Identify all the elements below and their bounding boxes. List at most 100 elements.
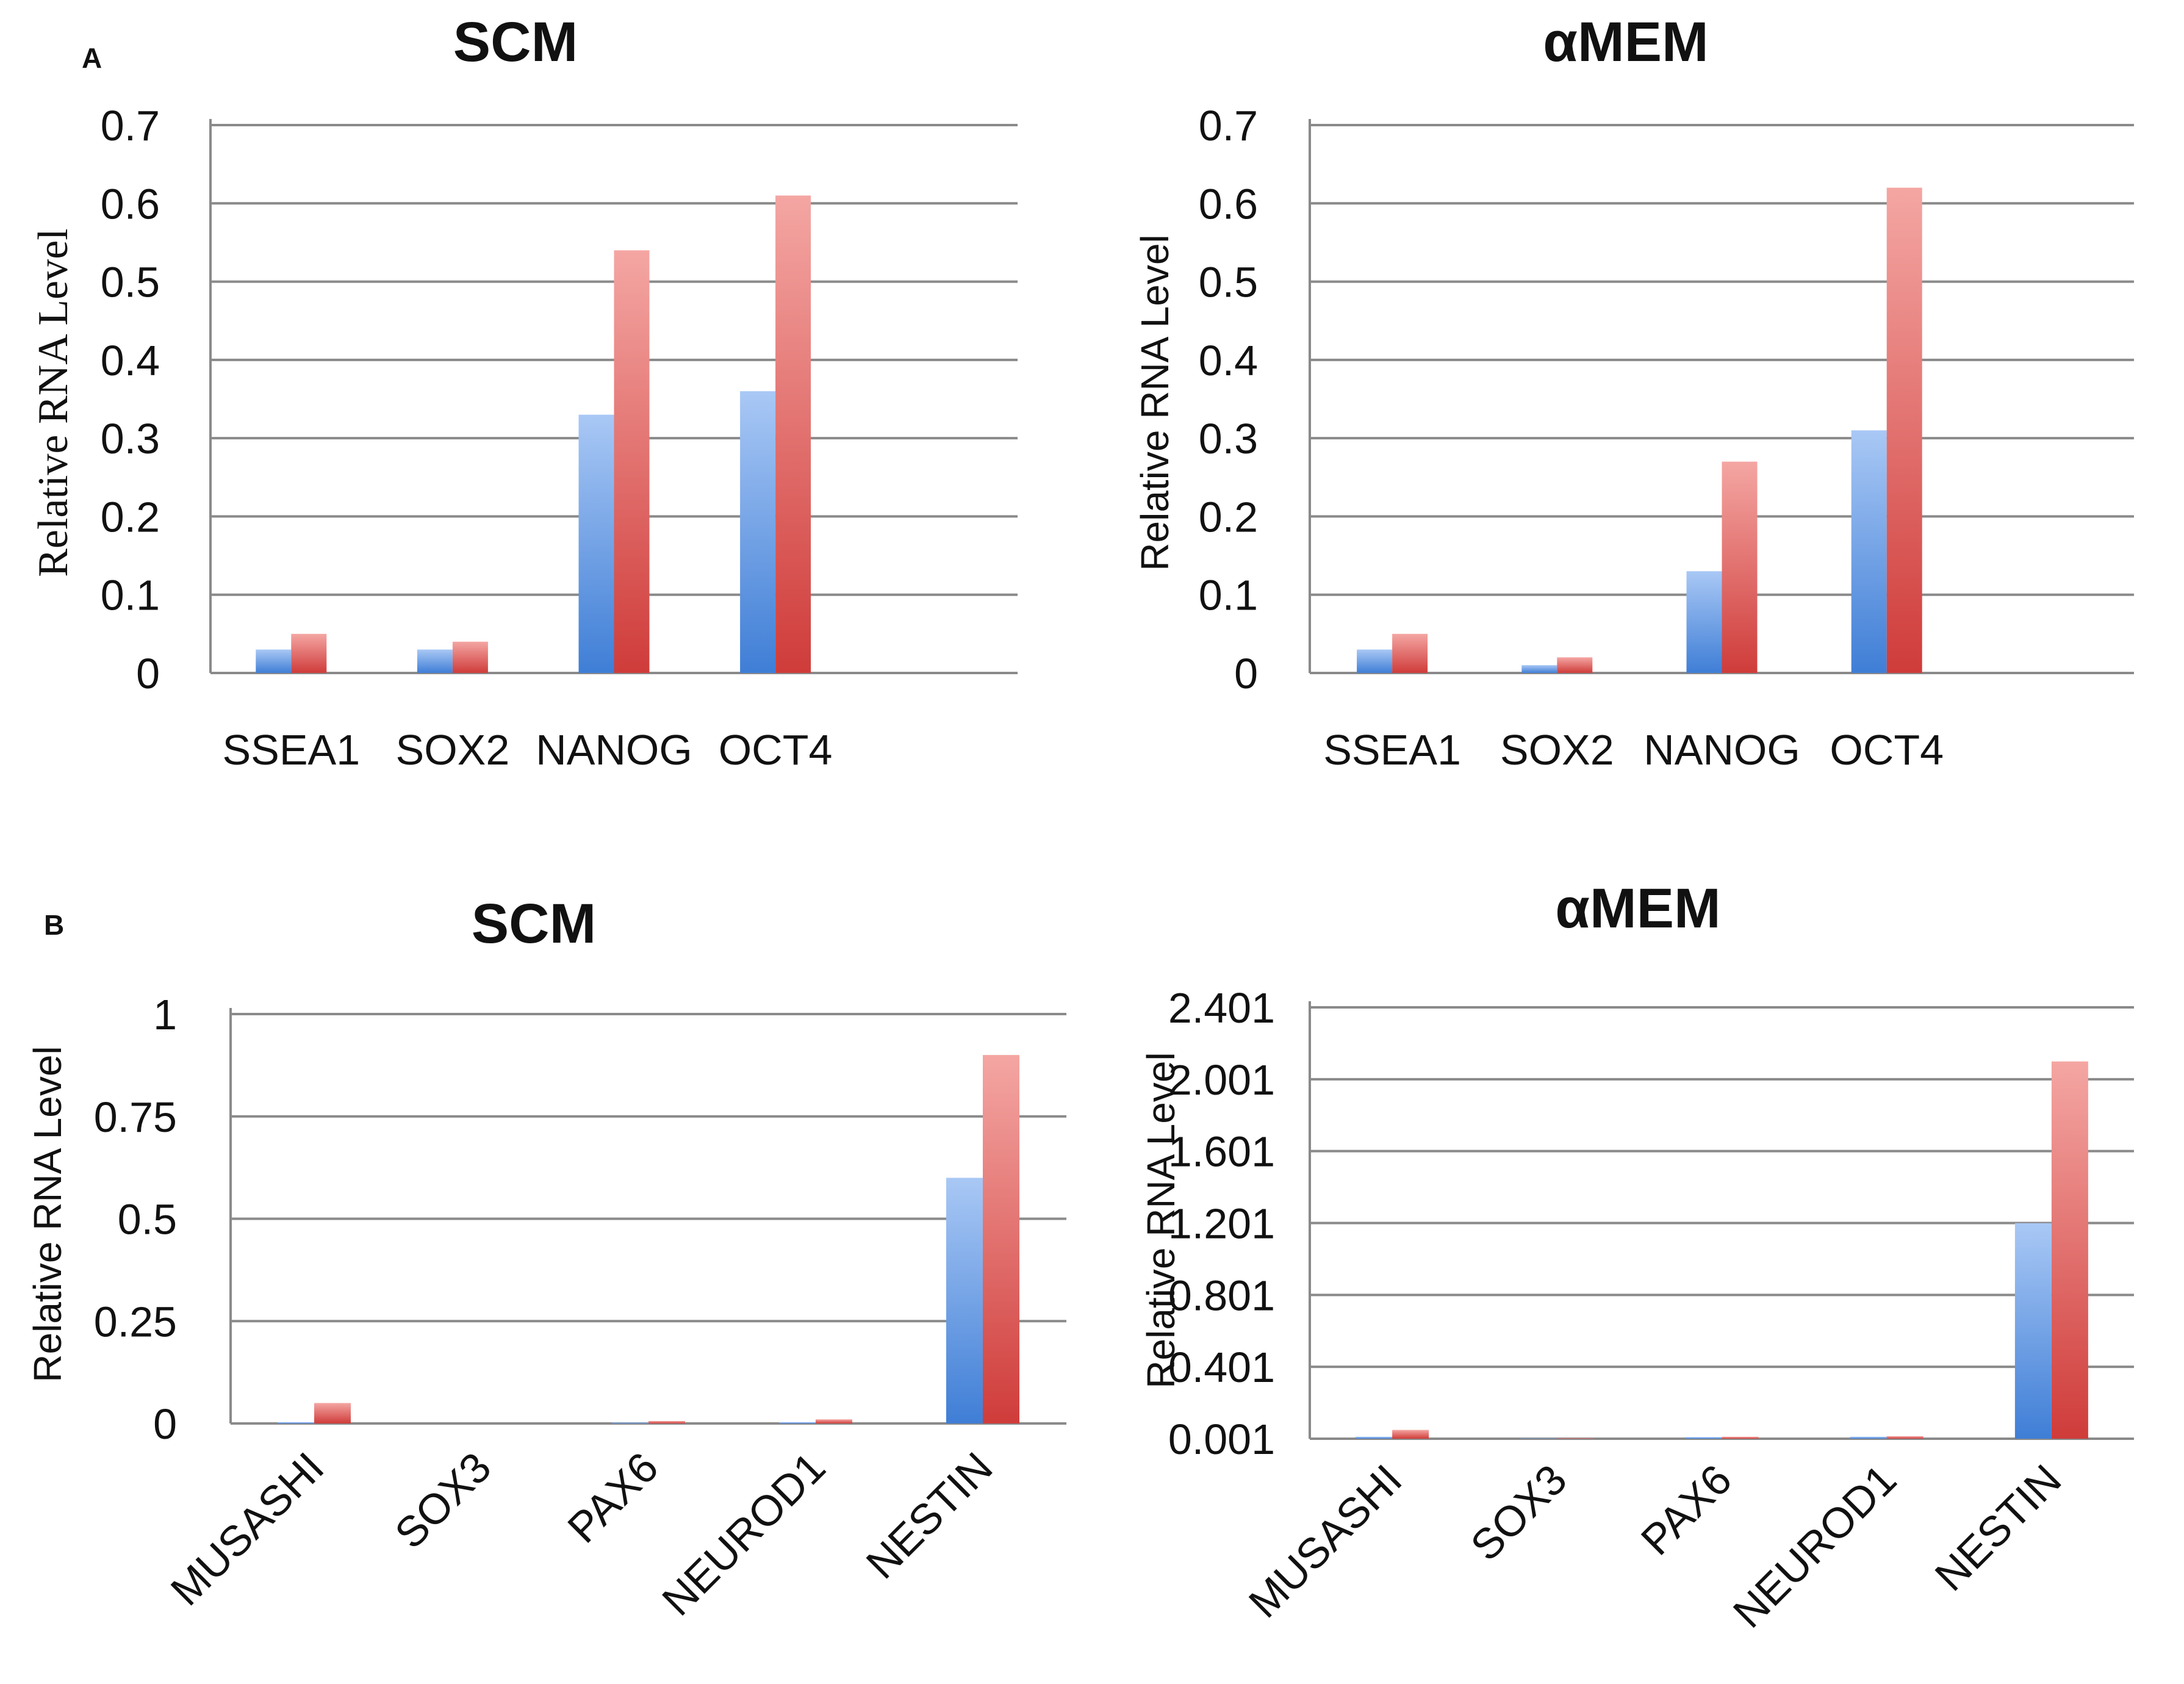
category-label: SOX2 bbox=[1500, 726, 1614, 774]
bar-nestin-series-1 bbox=[2014, 1223, 2052, 1439]
y-tick-label: 0.7 bbox=[101, 102, 160, 149]
bar-sox3-series-1 bbox=[1520, 1438, 1557, 1439]
y-axis-label: Relative RNA Level bbox=[1133, 234, 1177, 570]
bars bbox=[256, 195, 811, 673]
chart-a-amem: αMEM Relative RNA Level 0 0.1 0.2 0.3 0.4 0.5… bbox=[1133, 11, 2134, 774]
y-axis-label: Relative RNA Level bbox=[1139, 1052, 1183, 1388]
y-tick-label: 1.601 bbox=[1168, 1128, 1275, 1176]
panel-letter-a: A bbox=[82, 42, 102, 74]
chart-a-scm: SCM Relative RNA Level 00.10.20.30.40.50… bbox=[30, 11, 1018, 774]
y-tick-label: 0.6 bbox=[101, 180, 160, 228]
bar-neurod1-series-1 bbox=[779, 1422, 816, 1423]
chart-title: αMEM bbox=[1555, 877, 1720, 940]
category-label: NANOG bbox=[536, 726, 692, 774]
panel-letter-b: B bbox=[44, 909, 64, 941]
bar-pax6-series-2 bbox=[1722, 1436, 1759, 1439]
bar-musashi-series-2 bbox=[1392, 1430, 1429, 1439]
bar-nestin-series-1 bbox=[946, 1178, 983, 1423]
y-tick-label: 0.1 bbox=[101, 572, 160, 619]
y-tick-label: 2.401 bbox=[1168, 984, 1275, 1032]
y-tick-label: 1.201 bbox=[1168, 1200, 1275, 1248]
bar-sox3-series-2 bbox=[1557, 1438, 1594, 1439]
y-tick-labels: 0.001 0.401 0.801 1.201 1.601 2.001 2.401 bbox=[1168, 984, 1275, 1463]
bar-musashi-series-2 bbox=[314, 1403, 351, 1423]
bar-musashi-series-1 bbox=[1356, 1436, 1393, 1439]
bar-oct4-series-2 bbox=[775, 195, 811, 673]
bar-nestin-series-2 bbox=[983, 1055, 1019, 1423]
chart-title: SCM bbox=[453, 11, 578, 73]
category-label: SOX3 bbox=[1462, 1455, 1576, 1569]
y-axis-label: Relative RNA Level bbox=[26, 1046, 70, 1382]
y-tick-label: 0 bbox=[1234, 650, 1258, 697]
bar-sox2-series-1 bbox=[417, 649, 453, 673]
y-tick-labels: 0 0.1 0.2 0.3 0.4 0.5 0.6 0.7 bbox=[101, 102, 160, 697]
chart-b-amem: αMEM Relative RNA Level 0.001 0.401 0.801 1… bbox=[1139, 877, 2134, 1637]
bar-nanog-series-1 bbox=[1686, 571, 1722, 673]
category-label: NEUROD1 bbox=[653, 1443, 834, 1624]
y-tick-label: 0 bbox=[153, 1400, 177, 1448]
bar-nestin-series-2 bbox=[2051, 1061, 2088, 1439]
bar-sox2-series-2 bbox=[452, 641, 488, 673]
category-label: NANOG bbox=[1643, 726, 1800, 774]
chart-title: αMEM bbox=[1543, 11, 1708, 73]
bar-sox2-series-1 bbox=[1521, 665, 1557, 673]
bar-neurod1-series-2 bbox=[816, 1419, 852, 1423]
bar-ssea1-series-1 bbox=[1357, 649, 1393, 673]
bar-oct4-series-1 bbox=[1851, 430, 1887, 673]
y-tick-label: 0.6 bbox=[1199, 180, 1258, 228]
bar-ssea1-series-1 bbox=[256, 649, 292, 673]
y-tick-labels: 0 0.25 0.5 0.75 1 bbox=[94, 991, 177, 1448]
category-label: SSEA1 bbox=[1323, 726, 1461, 774]
y-tick-label: 2.001 bbox=[1168, 1056, 1275, 1104]
bar-sox2-series-2 bbox=[1557, 657, 1593, 673]
category-label: MUSASHI bbox=[1240, 1455, 1411, 1627]
y-tick-label: 0.4 bbox=[1199, 337, 1258, 384]
bar-ssea1-series-2 bbox=[1392, 633, 1428, 673]
y-tick-label: 0.001 bbox=[1168, 1416, 1275, 1463]
bar-pax6-series-1 bbox=[1685, 1437, 1722, 1439]
category-label: PAX6 bbox=[559, 1443, 667, 1552]
bar-neurod1-series-1 bbox=[1850, 1436, 1887, 1439]
bar-nanog-series-2 bbox=[1722, 461, 1758, 673]
y-tick-label: 0.25 bbox=[94, 1298, 177, 1345]
category-label: NESTIN bbox=[1926, 1455, 2071, 1600]
y-tick-labels: 0 0.1 0.2 0.3 0.4 0.5 0.6 0.7 bbox=[1199, 102, 1258, 697]
y-tick-label: 0.5 bbox=[118, 1196, 177, 1243]
y-tick-label: 0.4 bbox=[101, 337, 160, 384]
y-tick-label: 1 bbox=[153, 991, 177, 1038]
bar-musashi-series-1 bbox=[278, 1422, 314, 1423]
bars bbox=[278, 1055, 1019, 1423]
category-label: PAX6 bbox=[1632, 1455, 1740, 1564]
bar-neurod1-series-2 bbox=[1886, 1436, 1924, 1439]
gridlines bbox=[229, 1008, 1066, 1425]
category-labels: SSEA1 SOX2 NANOG OCT4 bbox=[222, 726, 832, 774]
category-labels: SSEA1 SOX2 NANOG OCT4 bbox=[1323, 726, 1944, 774]
gridlines bbox=[1309, 1001, 2134, 1440]
category-label: OCT4 bbox=[719, 726, 833, 774]
category-label: SSEA1 bbox=[222, 726, 360, 774]
bars bbox=[1356, 1061, 2088, 1439]
bar-oct4-series-2 bbox=[1886, 187, 1922, 674]
y-tick-label: 0.2 bbox=[1199, 493, 1258, 541]
y-axis-label: Relative RNA Level bbox=[30, 228, 77, 577]
y-tick-label: 0.2 bbox=[101, 493, 160, 541]
bar-oct4-series-1 bbox=[740, 391, 776, 673]
category-label: OCT4 bbox=[1830, 726, 1944, 774]
bar-pax6-series-2 bbox=[648, 1420, 685, 1423]
y-tick-label: 0.3 bbox=[101, 415, 160, 462]
category-label: NESTIN bbox=[857, 1443, 1002, 1588]
y-tick-label: 0.7 bbox=[1199, 102, 1258, 149]
category-label: SOX2 bbox=[396, 726, 510, 774]
y-tick-label: 0.5 bbox=[1199, 259, 1258, 306]
category-label: MUSASHI bbox=[162, 1443, 333, 1614]
bar-nanog-series-1 bbox=[578, 414, 614, 673]
y-tick-label: 0.401 bbox=[1168, 1344, 1275, 1391]
bar-ssea1-series-2 bbox=[291, 633, 327, 673]
y-tick-label: 0.75 bbox=[94, 1093, 177, 1141]
y-tick-label: 0.1 bbox=[1199, 572, 1258, 619]
chart-b-scm: SCM Relative RNA Level 0 0.25 0.5 0.75 1 MUS… bbox=[26, 893, 1066, 1625]
bar-nanog-series-2 bbox=[614, 250, 650, 673]
